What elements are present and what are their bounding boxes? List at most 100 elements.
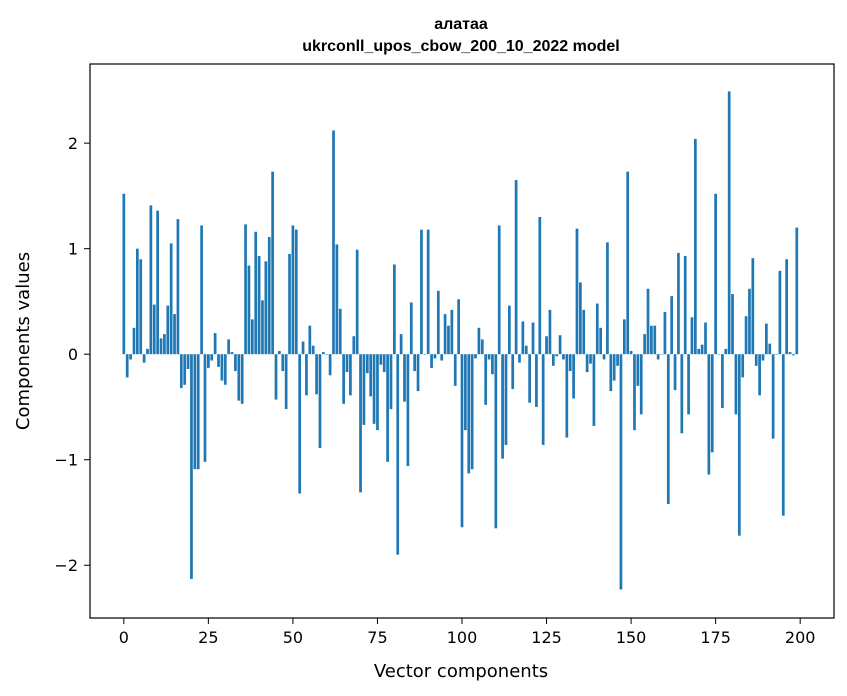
bar	[734, 354, 738, 415]
bar	[166, 305, 170, 355]
bar	[545, 336, 548, 355]
bar	[565, 354, 569, 438]
bars-group	[122, 91, 799, 590]
bar	[450, 309, 454, 355]
bar	[616, 354, 619, 366]
bar	[535, 354, 538, 407]
bar	[626, 171, 630, 355]
bar	[135, 248, 139, 355]
bar	[433, 354, 437, 359]
bar	[271, 171, 274, 355]
bar	[693, 138, 697, 355]
bar	[220, 354, 224, 381]
bar	[704, 322, 707, 355]
bar	[247, 265, 251, 355]
bar	[291, 225, 295, 355]
bar	[460, 354, 464, 528]
bar	[795, 227, 799, 355]
bar	[125, 354, 129, 378]
bar	[342, 354, 345, 404]
y-tick-label: 0	[68, 345, 78, 364]
bar	[470, 354, 474, 470]
bar	[311, 345, 315, 355]
x-tick-label: 200	[785, 628, 816, 647]
bar	[636, 354, 640, 386]
bar	[352, 336, 356, 355]
bar	[332, 130, 335, 355]
bar	[176, 219, 180, 355]
bar	[159, 338, 163, 355]
bar	[609, 354, 613, 392]
bar	[792, 354, 795, 356]
bar	[362, 354, 366, 425]
bar	[250, 319, 254, 355]
bar	[562, 354, 565, 360]
bar	[416, 354, 420, 392]
bar	[477, 327, 481, 355]
bar	[585, 354, 589, 373]
bar	[240, 354, 244, 404]
bar	[301, 341, 305, 355]
bar	[521, 321, 525, 355]
bar	[328, 354, 332, 376]
bar	[656, 354, 660, 360]
bar	[697, 348, 701, 355]
bar	[227, 339, 231, 355]
bar	[558, 335, 562, 355]
bar	[690, 317, 694, 355]
bar	[335, 244, 339, 355]
bar	[146, 348, 149, 355]
bar	[751, 258, 755, 355]
bar	[768, 343, 772, 355]
bar	[409, 302, 413, 355]
bar	[413, 354, 417, 372]
bar	[765, 323, 768, 355]
bar	[156, 210, 159, 355]
chart-subtitle: ukrconll_upos_cbow_200_10_2022 model	[302, 38, 619, 55]
bar	[524, 345, 528, 355]
x-axis-ticks: 0 25 50 75 100 125 150 175 200	[119, 618, 816, 647]
bar	[196, 354, 200, 470]
bar	[420, 229, 423, 355]
bar	[528, 354, 531, 403]
x-tick-label: 125	[531, 628, 562, 647]
x-tick-label: 25	[198, 628, 218, 647]
bar	[555, 354, 559, 357]
bar	[403, 354, 406, 402]
bar	[298, 354, 302, 494]
bar	[629, 351, 633, 355]
bar	[707, 354, 711, 475]
bar	[169, 243, 173, 355]
bar	[318, 354, 322, 449]
bar	[396, 354, 400, 555]
bar	[572, 354, 575, 399]
bar	[376, 354, 379, 431]
y-tick-label: 2	[68, 134, 78, 153]
bar	[382, 354, 386, 373]
bar	[778, 270, 782, 355]
bar	[349, 354, 352, 396]
bar	[308, 325, 312, 355]
bar	[142, 354, 146, 363]
bar	[230, 352, 234, 355]
bar	[582, 309, 586, 355]
bar	[152, 304, 156, 355]
bar	[257, 256, 261, 355]
bar	[487, 354, 491, 360]
bar	[721, 354, 724, 409]
bar	[179, 354, 183, 388]
bar	[761, 354, 765, 361]
bar	[406, 354, 410, 467]
bar	[457, 299, 460, 355]
bar	[122, 193, 126, 355]
bar	[355, 249, 359, 355]
bar	[261, 300, 264, 355]
bar	[507, 305, 511, 355]
bar	[467, 354, 471, 474]
bar	[714, 193, 717, 355]
y-tick-label: 1	[68, 240, 78, 259]
bar	[633, 354, 636, 431]
bar	[338, 308, 342, 355]
bar	[436, 290, 440, 355]
bar	[244, 224, 247, 355]
